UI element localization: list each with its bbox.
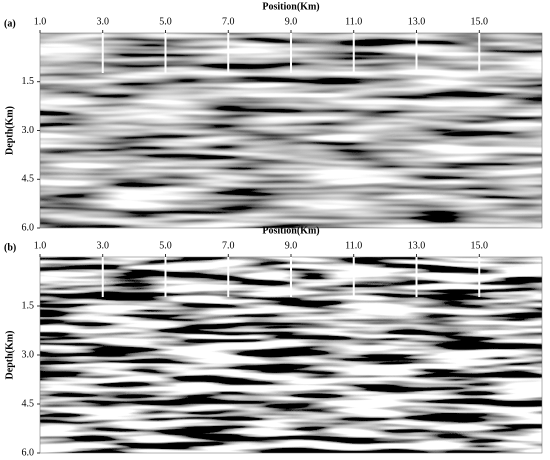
- x-tick-label: 13.0: [408, 16, 426, 27]
- x-tick-label: 3.0: [97, 240, 110, 251]
- x-tick-label: 1.0: [34, 240, 47, 251]
- x-tick-label: 13.0: [408, 240, 426, 251]
- y-tick-label: 1.5: [22, 76, 35, 87]
- x-tick-label: 11.0: [345, 16, 362, 27]
- y-axis-title: Depth(Km): [4, 331, 15, 380]
- y-tick-label: 1.5: [22, 300, 35, 311]
- x-tick-label: 11.0: [345, 240, 362, 251]
- x-tick-label: 5.0: [159, 16, 172, 27]
- y-tick-label: 4.5: [22, 174, 35, 185]
- y-tick-label: 3.0: [22, 125, 35, 136]
- x-axis-title: Position(Km): [262, 225, 319, 236]
- x-tick-label: 7.0: [222, 16, 235, 27]
- x-tick-label: 5.0: [159, 240, 172, 251]
- y-axis-title: Depth(Km): [4, 106, 15, 155]
- x-tick-label: 15.0: [471, 16, 489, 27]
- panel-label: (b): [4, 242, 16, 253]
- x-tick-label: 1.0: [34, 16, 47, 27]
- x-tick-label: 7.0: [222, 240, 235, 251]
- y-tick-label: 6.0: [22, 222, 35, 233]
- panel-label: (a): [4, 18, 16, 29]
- x-tick-label: 9.0: [285, 240, 298, 251]
- x-tick-label: 9.0: [285, 16, 298, 27]
- y-tick-label: 4.5: [22, 398, 35, 409]
- x-tick-label: 3.0: [97, 16, 110, 27]
- y-tick-label: 6.0: [22, 447, 35, 458]
- x-tick-label: 15.0: [471, 240, 489, 251]
- x-axis-title: Position(Km): [262, 1, 319, 12]
- y-tick-label: 3.0: [22, 349, 35, 360]
